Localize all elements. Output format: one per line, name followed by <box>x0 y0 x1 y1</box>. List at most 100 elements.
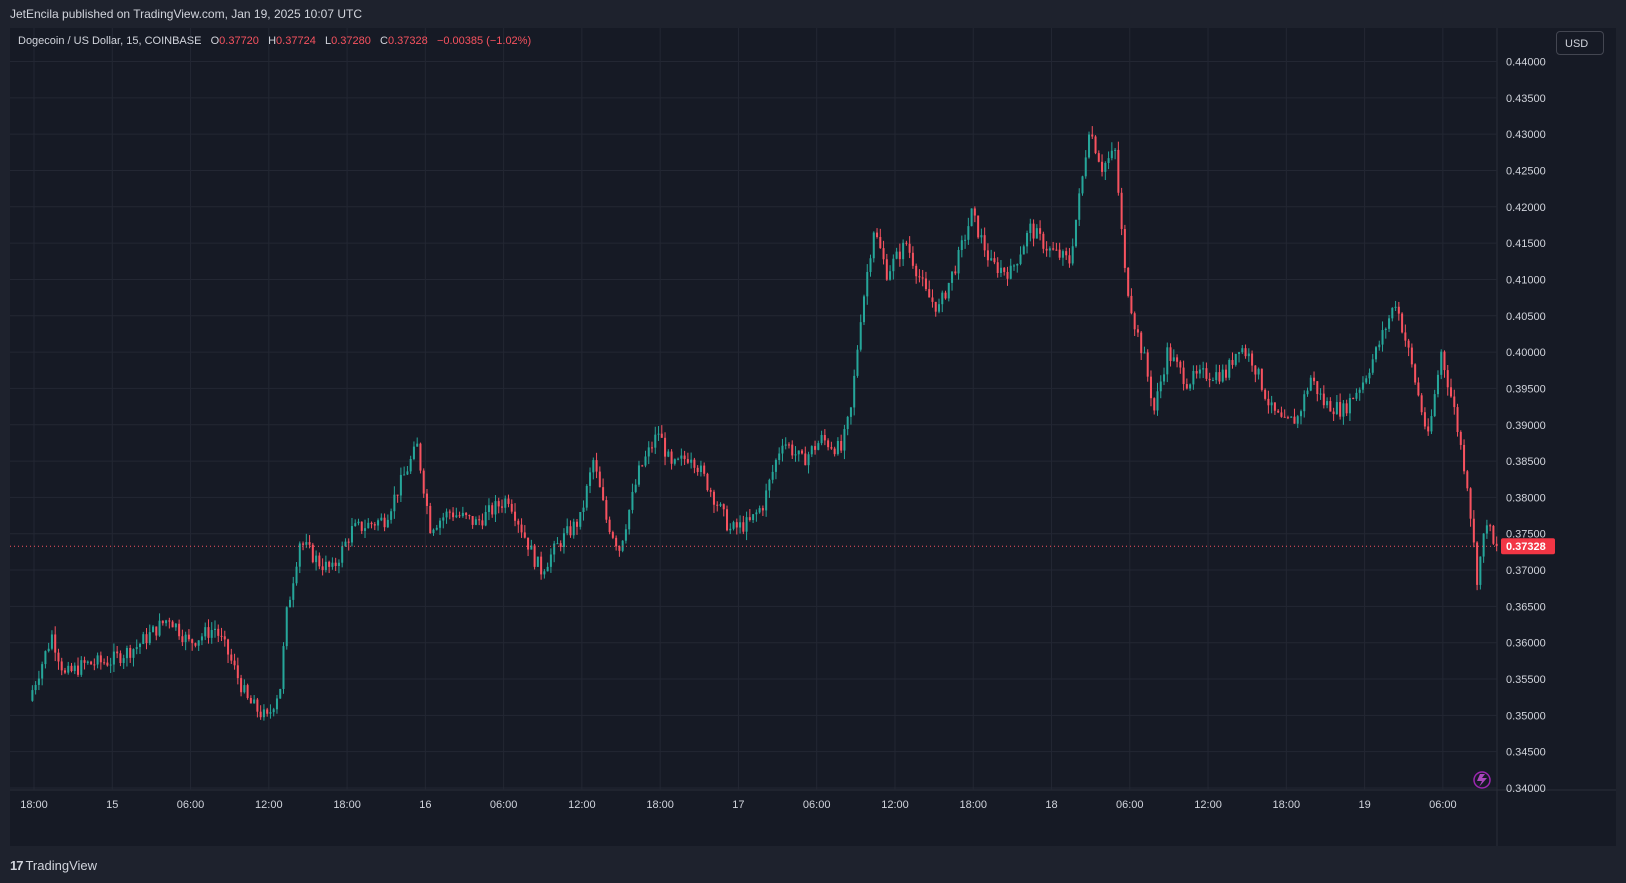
candle-body <box>1146 352 1149 377</box>
candle <box>1251 350 1254 372</box>
candle <box>220 627 223 642</box>
candle-body <box>1335 402 1338 415</box>
candle-body <box>90 661 93 665</box>
candle-body <box>279 688 282 699</box>
candle <box>409 455 412 474</box>
candle <box>207 619 210 644</box>
candle-body <box>709 490 712 492</box>
candle <box>243 679 246 694</box>
candle-body <box>373 524 376 526</box>
candle <box>1081 175 1084 196</box>
candle <box>99 651 102 670</box>
candle-body <box>1182 367 1185 385</box>
candle <box>1286 415 1289 420</box>
candle <box>142 631 145 645</box>
candle-body <box>1371 359 1374 373</box>
candle <box>41 661 44 686</box>
candle <box>804 446 807 466</box>
candle-body <box>889 271 892 280</box>
candle-body <box>377 520 380 526</box>
candle-body <box>181 636 184 643</box>
candle-body <box>1136 329 1139 333</box>
candle-body <box>990 258 993 261</box>
candle <box>298 541 301 574</box>
candle <box>210 622 213 644</box>
candle <box>996 257 999 278</box>
candle-body <box>1052 248 1055 250</box>
top-bar: JetEncila published on TradingView.com, … <box>0 0 1626 28</box>
candle-body <box>383 517 386 528</box>
candle <box>373 522 376 531</box>
candle-body <box>367 522 370 529</box>
candle <box>422 468 425 498</box>
candle <box>1423 407 1426 430</box>
tradingview-logo-icon: 17 <box>10 858 24 873</box>
candle <box>1104 161 1107 181</box>
candle <box>1345 399 1348 417</box>
candle-body <box>282 646 285 689</box>
candle <box>1244 344 1247 359</box>
candle <box>533 543 536 570</box>
candle <box>497 497 500 514</box>
candle-body <box>429 505 432 534</box>
candle-body <box>693 459 696 468</box>
symbol-description[interactable]: Dogecoin / US Dollar, 15, COINBASE <box>18 35 202 47</box>
candle-body <box>1280 412 1283 417</box>
candle-body <box>1078 193 1081 220</box>
candle <box>523 525 526 539</box>
candle-body <box>817 443 820 450</box>
candle <box>556 537 559 545</box>
chart-panel[interactable]: 0.44000 0.43500 0.43000 0.42500 0.42000 0.415… <box>10 28 1616 846</box>
candle-body <box>562 533 565 547</box>
candle <box>406 466 409 476</box>
candle <box>1006 266 1009 286</box>
candle <box>1029 218 1032 242</box>
candle <box>1208 372 1211 388</box>
candle-body <box>461 512 464 517</box>
candlestick-chart[interactable]: 0.44000 0.43500 0.43000 0.42500 0.42000 0.415… <box>10 28 1616 846</box>
lightning-replay-icon[interactable] <box>1473 771 1491 789</box>
candle-body <box>1101 161 1104 172</box>
candle <box>549 548 552 573</box>
candle-body <box>951 271 954 283</box>
candle <box>403 466 406 476</box>
candle-body <box>1476 542 1479 585</box>
candle <box>500 499 504 513</box>
candle-body <box>514 511 517 521</box>
price-axis[interactable]: 0.44000 0.43500 0.43000 0.42500 0.42000 0.415… <box>1506 57 1546 796</box>
candle <box>1228 358 1231 381</box>
candle <box>1492 524 1495 545</box>
candle <box>706 472 709 492</box>
currency-button[interactable]: USD <box>1556 31 1604 55</box>
candle-body <box>1401 313 1404 333</box>
candle <box>357 518 360 526</box>
candle-body <box>1482 533 1485 557</box>
candle-body <box>318 555 321 567</box>
candle <box>1267 390 1270 414</box>
tradingview-logo[interactable]: 17 TradingView <box>10 858 97 873</box>
candle-body <box>983 235 986 251</box>
candle <box>1436 370 1439 398</box>
candle <box>1332 407 1335 421</box>
candle-body <box>520 524 523 533</box>
candle <box>1198 364 1201 379</box>
candle-body <box>686 459 689 463</box>
candle <box>227 638 230 664</box>
candle-body <box>589 472 592 486</box>
candle <box>957 246 960 280</box>
time-axis[interactable]: 18:00 15 06:00 12:00 18:00 16 06:00 12:00 18:00 1… <box>20 799 1456 811</box>
candle-body <box>210 630 213 638</box>
candle-body <box>292 583 295 600</box>
candle-body <box>752 514 755 521</box>
candle <box>458 511 461 519</box>
candle <box>344 538 347 547</box>
candle-body <box>184 634 187 643</box>
candle-body <box>1198 369 1201 374</box>
candle <box>745 511 748 541</box>
candle <box>843 424 846 460</box>
candle-body <box>83 660 86 663</box>
candle-body <box>1097 153 1100 162</box>
candle-body <box>1176 357 1179 362</box>
candle <box>223 630 226 647</box>
candle <box>1143 346 1146 354</box>
